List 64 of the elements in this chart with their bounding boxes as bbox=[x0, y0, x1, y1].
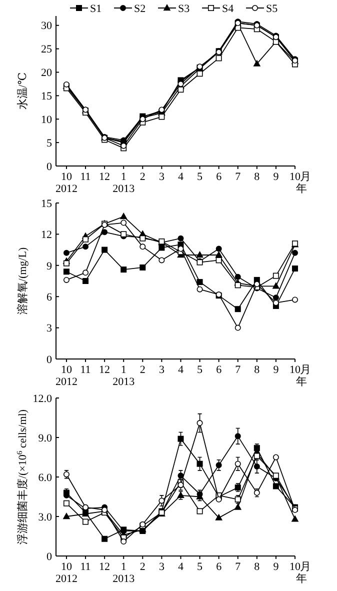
x-tick-label: 4 bbox=[178, 561, 184, 573]
y-tick-label: 3 bbox=[46, 322, 52, 335]
y-axis-title: 溶解氧/(mg/L) bbox=[16, 247, 29, 315]
y-tick-label: 9 bbox=[46, 260, 52, 272]
y-tick-label: 15 bbox=[41, 198, 52, 210]
x-tick-label: 10 2012 bbox=[55, 561, 78, 585]
y-tick-label: 15 bbox=[41, 90, 52, 103]
x-tick-label: 3 bbox=[158, 364, 165, 376]
y-axis-title: 水温/℃ bbox=[16, 72, 29, 110]
x-tick-label: 12 bbox=[99, 364, 110, 376]
legend-label: S4 bbox=[222, 2, 234, 15]
x-tick-label: 7 bbox=[235, 364, 242, 376]
x-tick-label: 7 bbox=[235, 171, 242, 183]
x-tick-label: 5 bbox=[197, 561, 204, 573]
legend-label: S1 bbox=[90, 2, 102, 15]
x-tick-label: 5 bbox=[197, 364, 204, 376]
x-tick-label: 3 bbox=[158, 561, 165, 573]
y-tick-label: 0 bbox=[46, 550, 52, 563]
x-tick-label: 2 bbox=[140, 561, 146, 573]
y-tick-label: 6 bbox=[46, 291, 52, 304]
x-tick-label: 4 bbox=[178, 171, 184, 183]
legend-label: S5 bbox=[266, 2, 278, 15]
x-tick-label: 6 bbox=[216, 364, 222, 376]
x-tick-label: 9 bbox=[273, 364, 280, 376]
y-tick-label: 3.0 bbox=[38, 511, 52, 524]
y-tick-label: 20 bbox=[41, 67, 52, 80]
x-tick-label: 11 bbox=[80, 561, 91, 573]
y-tick-label: 30 bbox=[41, 20, 52, 32]
legend-label: S2 bbox=[134, 2, 146, 15]
x-tick-label: 10 bbox=[290, 171, 301, 183]
x-tick-label: 1 2013 bbox=[112, 364, 136, 388]
x-tick-label: 7 bbox=[235, 561, 242, 573]
y-tick-label: 12.0 bbox=[32, 392, 52, 405]
x-tick-label: 12 bbox=[99, 171, 110, 183]
y-tick-label: 9.0 bbox=[38, 432, 52, 444]
x-tick-label: 8 bbox=[254, 364, 260, 376]
x-tick-label: 10 bbox=[290, 561, 301, 573]
x-tick-label: 10 2012 bbox=[55, 171, 78, 195]
x-tick-label: 2 bbox=[140, 171, 146, 183]
x-tick-label: 2 bbox=[140, 364, 146, 376]
y-tick-label: 10 bbox=[41, 114, 52, 126]
x-tick-label: 10 bbox=[290, 364, 301, 376]
x-tick-label: 10 2012 bbox=[55, 364, 78, 388]
x-tick-label: 8 bbox=[254, 171, 260, 183]
x-tick-label: 5 bbox=[197, 171, 204, 183]
x-tick-label: 1 2013 bbox=[112, 171, 136, 195]
x-tick-label: 4 bbox=[178, 364, 184, 376]
x-tick-label: 6 bbox=[216, 561, 222, 573]
x-tick-label: 3 bbox=[158, 171, 165, 183]
x-tick-label: 12 bbox=[99, 561, 110, 573]
x-tick-label: 9 bbox=[273, 171, 280, 183]
y-tick-label: 25 bbox=[41, 44, 52, 56]
y-tick-label: 12 bbox=[41, 229, 52, 242]
y-tick-label: 0 bbox=[46, 160, 52, 173]
x-tick-label: 11 bbox=[80, 364, 91, 376]
y-tick-label: 6.0 bbox=[38, 472, 52, 484]
x-tick-label: 1 2013 bbox=[112, 561, 136, 585]
x-tick-label: 11 bbox=[80, 171, 91, 183]
x-tick-label: 6 bbox=[216, 171, 222, 183]
x-tick-label: 8 bbox=[254, 561, 260, 573]
y-tick-label: 0 bbox=[46, 354, 52, 366]
x-tick-label: 9 bbox=[273, 561, 280, 573]
legend-label: S3 bbox=[178, 2, 190, 15]
y-tick-label: 5 bbox=[46, 137, 52, 150]
